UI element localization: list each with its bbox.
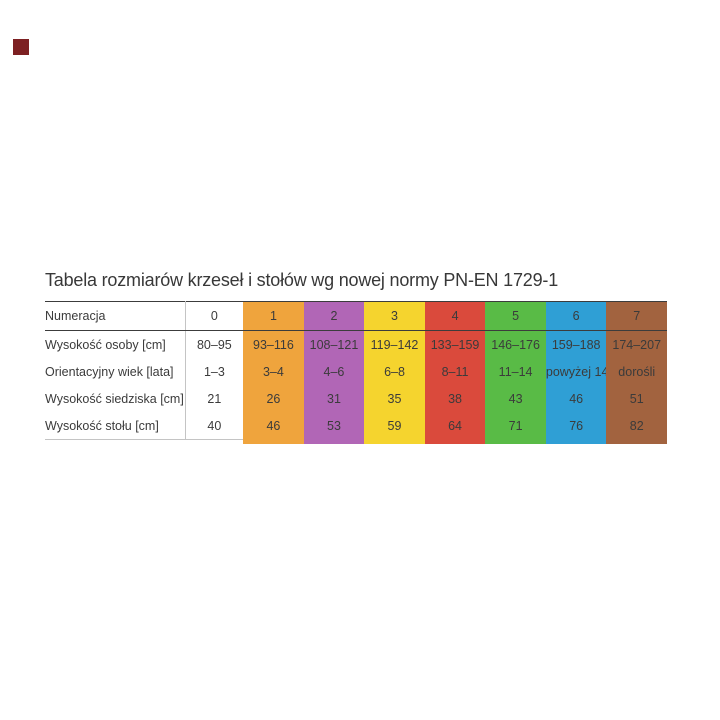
cell-numeracja-0: 0: [185, 301, 244, 331]
cell-person-height-7: 174–207: [606, 330, 667, 358]
cell-person-height-6: 159–188: [545, 330, 607, 358]
cell-age-7: dorośli: [606, 358, 667, 385]
corner-marker: [13, 39, 29, 55]
cell-person-height-2: 108–121: [303, 330, 365, 358]
row-label-person-height: Wysokość osoby [cm]: [45, 330, 186, 358]
cell-table-height-0: 40: [185, 412, 244, 440]
table-row-table-height: Wysokość stołu [cm] 40 46 53 59 64 71 76…: [45, 412, 667, 440]
chair-table-size-table: Numeracja 0 1 2 3 4 5 6 7 Wysokość osoby…: [45, 301, 667, 444]
cell-seat-height-6: 46: [545, 385, 607, 412]
cell-table-height-2: 53: [303, 412, 365, 440]
cell-table-height-6: 76: [545, 412, 607, 440]
table-row-person-height: Wysokość osoby [cm] 80–95 93–116 108–121…: [45, 330, 667, 358]
page-title: Tabela rozmiarów krzeseł i stołów wg now…: [45, 270, 558, 290]
cell-seat-height-0: 21: [207, 391, 222, 406]
cell-table-height-1: 46: [243, 412, 304, 440]
cell-seat-height-3: 35: [364, 385, 425, 412]
cell-person-height-3: 119–142: [364, 330, 425, 358]
cell-seat-height-7: 51: [606, 385, 667, 412]
cell-age-1: 3–4: [243, 358, 304, 385]
cell-age-3: 6–8: [364, 358, 425, 385]
cell-numeracja-5: 5: [485, 301, 546, 331]
cell-age-4: 8–11: [424, 358, 486, 385]
cell-age-6: powyżej 14: [545, 358, 607, 385]
cell-numeracja-2: 2: [303, 301, 365, 331]
cell-seat-height-4: 38: [424, 385, 486, 412]
cell-numeracja-3: 3: [364, 301, 425, 331]
row-label-age: Orientacyjny wiek [lata]: [45, 358, 186, 385]
cell-seat-height-2: 31: [303, 385, 365, 412]
cell-table-height-7: 82: [606, 412, 667, 440]
table-row-numeracja: Numeracja 0 1 2 3 4 5 6 7: [45, 301, 667, 331]
cell-age-2: 4–6: [303, 358, 365, 385]
row-label-table-height: Wysokość stołu [cm]: [45, 412, 186, 440]
table-color-overhang: [45, 439, 667, 444]
table-row-age: Orientacyjny wiek [lata] 1–3 3–4 4–6 6–8…: [45, 358, 667, 385]
cell-numeracja-4: 4: [424, 301, 486, 331]
cell-person-height-1: 93–116: [243, 330, 304, 358]
cell-seat-height-5: 43: [485, 385, 546, 412]
cell-numeracja-6: 6: [545, 301, 607, 331]
cell-age-0: 1–3: [203, 364, 225, 379]
cell-person-height-5: 146–176: [485, 330, 546, 358]
cell-table-height-3: 59: [364, 412, 425, 440]
row-label-numeracja: Numeracja: [45, 301, 186, 331]
cell-person-height-0: 80–95: [196, 337, 232, 352]
cell-seat-height-1: 26: [243, 385, 304, 412]
cell-table-height-5: 71: [485, 412, 546, 440]
cell-numeracja-1: 1: [243, 301, 304, 331]
row-label-seat-height: Wysokość siedziska [cm]: [45, 385, 186, 412]
cell-person-height-4: 133–159: [424, 330, 486, 358]
table-row-seat-height: Wysokość siedziska [cm] 21 26 31 35 38 4…: [45, 385, 667, 412]
cell-age-5: 11–14: [485, 358, 546, 385]
cell-numeracja-7: 7: [606, 301, 667, 331]
cell-table-height-4: 64: [424, 412, 486, 440]
